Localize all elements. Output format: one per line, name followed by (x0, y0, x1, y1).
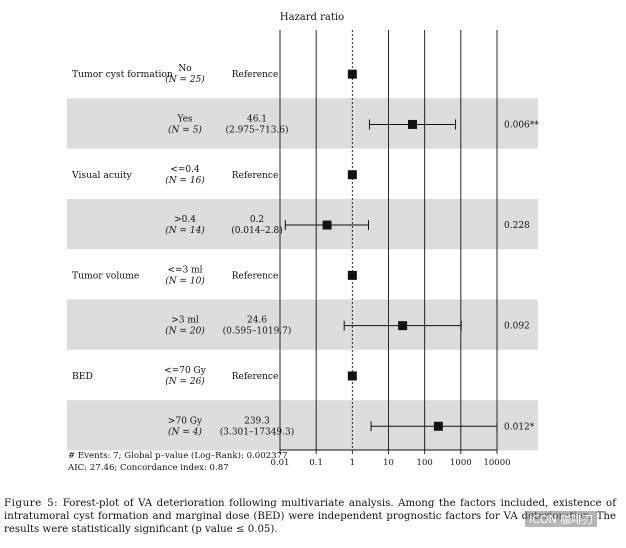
hr-marker (347, 270, 357, 280)
hr-marker (433, 421, 443, 431)
x-tick-label: 1000 (450, 458, 472, 468)
x-tick-label: 10000 (483, 458, 510, 468)
level-label: <=3 ml (167, 265, 202, 275)
n-label: (N = 10) (165, 275, 205, 286)
hr-marker (347, 371, 357, 381)
hr-marker (347, 170, 357, 180)
chart-title: Hazard ratio (280, 12, 344, 23)
x-tick-label: 100 (417, 458, 433, 468)
n-label: (N = 16) (165, 175, 205, 186)
ci-value: (0.595–1019.7) (223, 326, 292, 337)
variable-label: Tumor cyst formation (72, 69, 173, 80)
hr-marker (408, 119, 418, 129)
p-value: 0.012* (504, 422, 535, 432)
hr-value: 239.3 (244, 416, 270, 426)
footnote-line: # Events: 7; Global p–value (Log–Rank): … (68, 450, 288, 461)
level-label: >3 ml (171, 316, 199, 326)
row-shade (67, 98, 538, 149)
row-shade (67, 299, 538, 350)
figure-caption: Figure 5: Forest-plot of VA deterioratio… (4, 497, 616, 536)
level-label: >0.4 (174, 215, 196, 225)
hr-value: Reference (232, 171, 279, 181)
hr-value: 0.2 (250, 215, 264, 225)
n-label: (N = 26) (165, 376, 205, 387)
row-shade (67, 198, 538, 250)
x-tick-label: 1 (350, 458, 355, 468)
ci-value: (0.014–2.8) (231, 225, 283, 236)
forest-plot: 0.01 0.1 1 10 100 1000 10000 Hazard ratio Tumor … (67, 12, 539, 473)
n-label: (N = 4) (168, 426, 202, 437)
hr-marker (347, 69, 357, 79)
variable-label: BED (72, 371, 93, 382)
level-label: No (178, 64, 191, 74)
n-label: (N = 25) (165, 74, 205, 85)
hr-value: Reference (232, 70, 279, 80)
hr-value: Reference (232, 372, 279, 382)
hr-value: Reference (232, 271, 279, 281)
footnote-line: AIC: 27.46; Concordance index: 0.87 (67, 463, 229, 473)
level-label: Yes (176, 114, 192, 124)
x-tick-label: 0.01 (271, 458, 290, 468)
ci-value: (2.975–713.6) (225, 124, 288, 135)
figure-label: Figure 5: (4, 498, 59, 509)
level-label: <=70 Gy (164, 366, 207, 376)
p-value: 0.006** (504, 120, 539, 130)
n-label: (N = 14) (165, 225, 205, 236)
n-label: (N = 5) (168, 124, 202, 135)
variable-label: Visual acuity (71, 170, 133, 181)
row-shade (67, 400, 538, 451)
figure-caption-text: Forest-plot of VA deterioration followin… (4, 498, 616, 535)
level-label: <=0.4 (170, 165, 200, 175)
hr-value: 24.6 (247, 316, 267, 326)
n-label: (N = 20) (165, 326, 205, 337)
hr-marker (322, 220, 332, 230)
p-value: 0.092 (504, 322, 530, 332)
hr-marker (398, 321, 408, 331)
watermark: ICON 咖啡刃 (525, 511, 598, 527)
x-tick-label: 0.1 (309, 458, 323, 468)
level-label: >70 Gy (168, 416, 203, 426)
p-value: 0.228 (504, 221, 530, 231)
x-tick-label: 10 (383, 458, 394, 468)
ci-value: (3.301–17349.3) (220, 426, 295, 437)
hr-value: 46.1 (247, 114, 267, 124)
variable-label: Tumor volume (72, 270, 139, 281)
